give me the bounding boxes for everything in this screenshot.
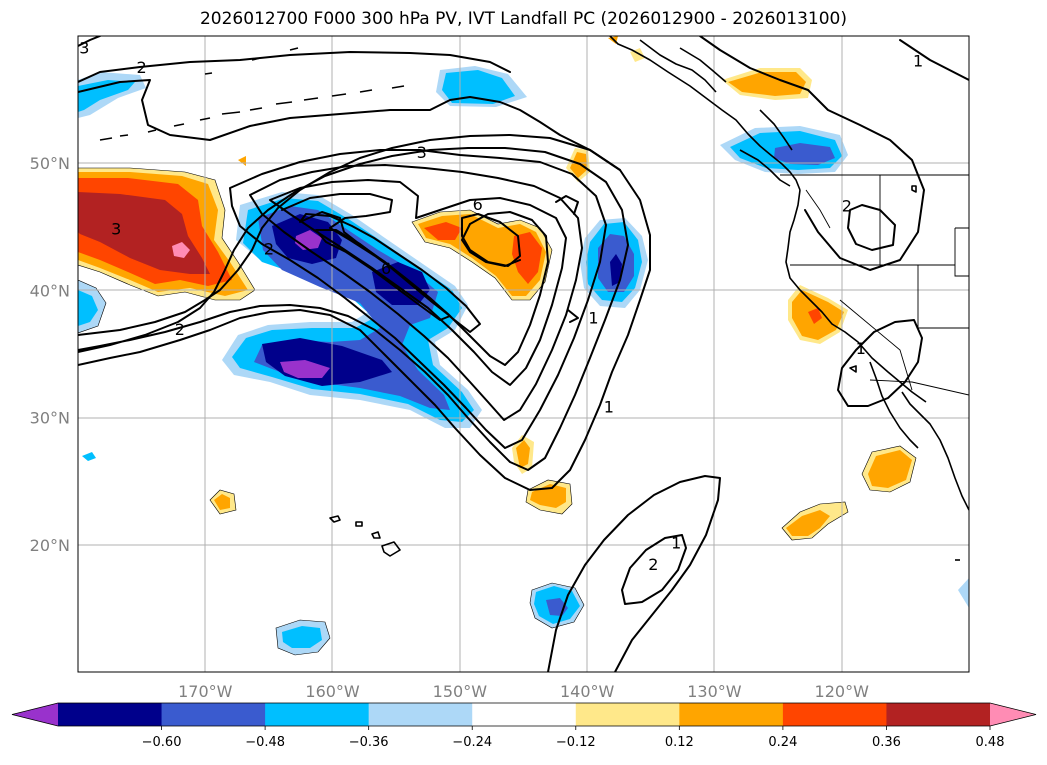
negative-anomaly-shading — [78, 66, 969, 655]
contour-label-13: 1 — [671, 534, 681, 553]
lon-label-1: 160°W — [305, 682, 360, 701]
colorbar-label-5: 0.12 — [665, 735, 694, 750]
lon-label-4: 130°W — [687, 682, 742, 701]
contour-label-8: 1 — [588, 308, 598, 327]
colorbar-bin-7 — [782, 703, 887, 726]
colorbar-label-0: −0.60 — [142, 735, 182, 750]
colorbar-label-8: 0.48 — [976, 735, 1005, 750]
lon-label-3: 140°W — [560, 682, 615, 701]
colorbar-bin-8 — [886, 703, 991, 726]
pv-contours — [78, 36, 969, 672]
colorbar-bin-6 — [679, 703, 784, 726]
contour-label-5: 2 — [264, 240, 274, 259]
contour-label-6: 6 — [381, 259, 391, 278]
contour-label-0: 3 — [79, 39, 89, 58]
colorbar-extend-high — [990, 703, 1036, 726]
colorbar-label-1: −0.48 — [245, 735, 285, 750]
lat-label-2: 30°N — [30, 409, 70, 428]
colorbar-label-4: −0.12 — [556, 735, 596, 750]
longitude-labels: 170°W 160°W 150°W 140°W 130°W 120°W — [178, 682, 869, 701]
contour-label-11: 2 — [842, 196, 852, 215]
contour-label-4: 3 — [111, 219, 121, 238]
lat-label-0: 50°N — [30, 154, 70, 173]
lon-label-0: 170°W — [178, 682, 233, 701]
positive-anomaly-shading — [78, 36, 916, 540]
gridlines — [78, 36, 969, 672]
colorbar-label-6: 0.24 — [768, 735, 797, 750]
latitude-labels: 50°N 40°N 30°N 20°N — [30, 154, 70, 555]
colorbar-label-7: 0.36 — [872, 735, 901, 750]
lat-label-3: 20°N — [30, 536, 70, 555]
colorbar-outline — [11, 702, 1037, 727]
colorbar-label-2: −0.36 — [349, 735, 389, 750]
contour-label-1: 2 — [137, 58, 147, 77]
colorbar-bin-1 — [161, 703, 266, 726]
contour-label-12: 1 — [604, 397, 614, 416]
contour-label-3: 3 — [417, 143, 427, 162]
map-title: 2026012700 F000 300 hPa PV, IVT Landfall… — [199, 9, 847, 29]
colorbar-bin-0 — [58, 703, 163, 726]
contour-label-9: 2 — [175, 320, 185, 339]
colorbar-label-3: −0.24 — [452, 735, 492, 750]
contour-label-14: 2 — [648, 555, 658, 574]
lat-label-1: 40°N — [30, 281, 70, 300]
map-frame — [77, 35, 970, 673]
colorbar-extend-low — [12, 703, 58, 726]
lon-label-5: 120°W — [815, 682, 870, 701]
colorbar-bin-4 — [472, 703, 577, 726]
colorbar-bin-3 — [368, 703, 473, 726]
contour-label-7: 6 — [473, 195, 483, 214]
lon-label-2: 150°W — [433, 682, 488, 701]
contour-label-2: 1 — [913, 51, 923, 70]
coastlines — [99, 36, 969, 561]
colorbar-bin-5 — [575, 703, 680, 726]
colorbar-bin-2 — [265, 703, 370, 726]
colorbar: −0.60 −0.48 −0.36 −0.24 −0.12 0.12 0.24 0.36 0.4… — [11, 702, 1037, 750]
contour-label-10: 1 — [856, 339, 866, 358]
